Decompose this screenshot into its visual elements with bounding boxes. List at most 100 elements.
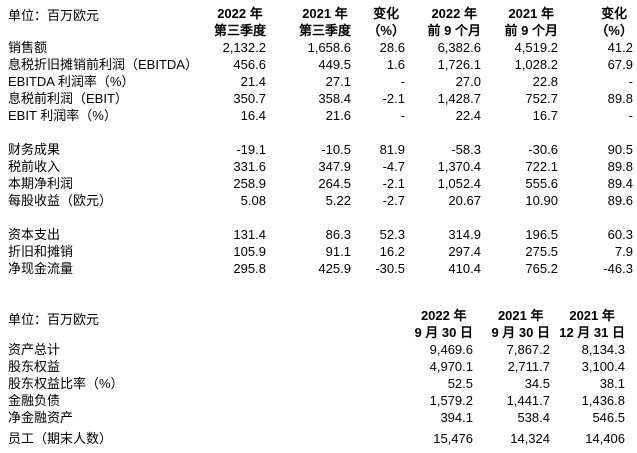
header-line: 变化 [601,6,628,21]
cell-value: 425.9 [318,261,351,276]
cell-value: 22.8 [532,74,558,89]
cell-value: -30.5 [375,261,405,276]
cell-value: 347.9 [318,159,351,174]
table-row: 息税前利润（EBIT） 350.7 358.4 -2.1 1,428.7 752.7 89.… [8,90,633,107]
header-line: 2022 年 [431,6,477,21]
cell-value: -4.7 [382,159,405,174]
header-line: 9 月 30 日 [491,325,550,340]
cell-value: - [400,74,405,89]
cell-value: - [628,74,633,89]
table-row: 股东权益 4,970.1 2,711.7 3,100.4 [8,358,625,375]
column-header-change-9m: 变化 （%） [558,5,633,39]
cell-value: 131.4 [233,227,266,242]
cell-value: -46.3 [603,261,633,276]
row-label: EBIT 利润率（%） [8,108,117,123]
cell-value: 2,711.7 [507,359,550,374]
row-label: 息税前利润（EBIT） [8,91,128,106]
cell-value: 546.5 [592,410,625,425]
cell-value: 5.22 [325,193,351,208]
cell-value: 52.3 [379,227,405,242]
row-label: 股东权益 [8,359,61,374]
cell-value: 358.4 [318,91,351,106]
cell-value: 21.6 [325,108,351,123]
cell-value: 16.4 [240,108,266,123]
cell-value: 1,428.7 [437,91,481,106]
cell-value: 89.8 [607,159,633,174]
spacer-cell [8,124,633,141]
header-line: 前 9 个月 [427,23,481,38]
spacer-row [8,124,633,141]
cell-value: 5.08 [240,193,266,208]
row-label: 资本支出 [8,227,61,242]
row-label: 财务成果 [8,142,61,157]
unit-label: 单位：百万欧元 [8,8,100,23]
header-line: 第三季度 [298,23,351,38]
cell-value: 275.5 [525,244,558,259]
cell-value: 264.5 [318,176,351,191]
cell-value: 86.3 [325,227,351,242]
column-header-q3-2022: 2022 年第三季度 [198,5,266,39]
unit-label: 单位：百万欧元 [8,312,100,327]
cell-value: 6,382.6 [437,40,481,55]
cell-value: 410.4 [448,261,481,276]
cell-value: 258.9 [233,176,266,191]
cell-value: 10.90 [525,193,558,208]
row-label: 销售额 [8,40,48,55]
header-line: 2021 年 [569,308,615,323]
cell-value: 1,658.6 [307,40,351,55]
table-row: 财务成果 -19.1 -10.5 81.9 -58.3 -30.6 90.5 [8,141,633,158]
cell-value: 1,052.4 [437,176,481,191]
header-line: 12 月 31 日 [559,325,625,340]
cell-value: 3,100.4 [581,359,625,374]
cell-value: 295.8 [233,261,266,276]
cell-value: 297.4 [448,244,481,259]
cell-value: -30.6 [528,142,558,157]
header-line: （%） [595,23,633,38]
cell-value: 538.4 [517,410,550,425]
cell-value: 105.9 [233,244,266,259]
cell-value: 90.5 [607,142,633,157]
row-label: 资产总计 [8,342,61,357]
cell-value: -10.5 [321,142,351,157]
cell-value: 15,476 [433,431,473,446]
cell-value: 1,441.7 [506,393,550,408]
cell-value: 28.6 [379,40,405,55]
header-line: 第三季度 [213,23,266,38]
cell-value: -2.7 [382,193,405,208]
table-row: 每股收益（欧元） 5.08 5.22 -2.7 20.67 10.90 89.6 [8,192,633,209]
income-statement-table: 单位：百万欧元 2022 年第三季度 2021 年第三季度 变化 （%） 2022… [8,5,633,277]
cell-value: 89.4 [607,176,633,191]
cell-value: 9,469.6 [429,342,473,357]
cell-value: 752.7 [525,91,558,106]
row-label: 本期净利润 [8,176,74,191]
row-label: 净金融资产 [8,410,74,425]
row-label: 员工（期末人数） [8,431,113,446]
cell-value: 1,370.4 [437,159,481,174]
cell-value: 52.5 [447,376,473,391]
header-line: 2022 年 [217,6,263,21]
header-row: 单位：百万欧元 2022 年第三季度 2021 年第三季度 变化 （%） 2022… [8,5,633,39]
cell-value: 21.4 [240,74,266,89]
cell-value: 27.1 [325,74,351,89]
table-row: 净金融资产 394.1 538.4 546.5 [8,409,625,426]
column-header-q3-2021: 2021 年第三季度 [266,5,351,39]
row-label: 息税折旧摊销前利润（EBITDA） [8,57,198,72]
header-line: 2021 年 [508,6,554,21]
cell-value: 22.4 [455,108,481,123]
table-row: 资本支出 131.4 86.3 52.3 314.9 196.5 60.3 [8,226,633,243]
row-label: 金融负债 [8,393,61,408]
cell-value: -2.1 [382,91,405,106]
column-header-9m-2021: 2021 年前 9 个月 [481,5,558,39]
table-row: 员工（期末人数） 15,476 14,324 14,406 [8,430,625,447]
cell-value: 456.6 [233,57,266,72]
cell-value: 67.9 [607,57,633,72]
cell-value: 722.1 [525,159,558,174]
header-line: （%） [367,23,405,38]
table-row: EBITDA 利润率（%） 21.4 27.1 - 27.0 22.8 - [8,73,633,90]
table-row: 金融负债 1,579.2 1,441.7 1,436.8 [8,392,625,409]
cell-value: 38.1 [599,376,625,391]
cell-value: 331.6 [233,159,266,174]
table-row: 税前收入 331.6 347.9 -4.7 1,370.4 722.1 89.8 [8,158,633,175]
cell-value: 81.9 [379,142,405,157]
header-line: 变化 [373,6,400,21]
